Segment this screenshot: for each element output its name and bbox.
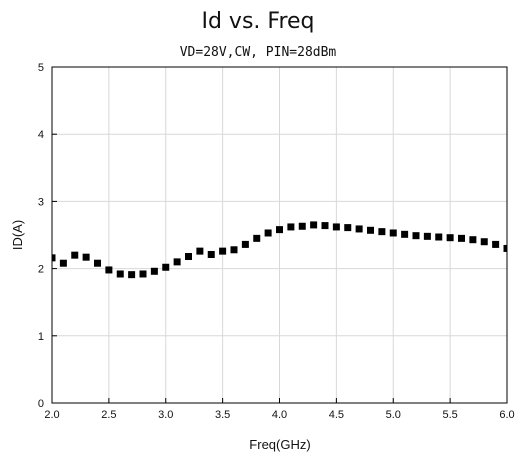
data-point <box>310 221 318 229</box>
x-tick-label: 4.0 <box>272 409 287 421</box>
y-tick-label: 1 <box>38 331 44 343</box>
data-point <box>82 253 90 261</box>
y-axis-label: ID(A) <box>10 220 25 250</box>
data-point <box>332 223 340 231</box>
chart-subtitle: VD=28V,CW, PIN=28dBm <box>180 45 337 60</box>
data-point <box>367 226 374 234</box>
data-point <box>128 271 136 279</box>
grid-lines <box>51 66 508 404</box>
data-point <box>298 222 306 230</box>
data-point <box>412 232 420 240</box>
data-point <box>230 246 238 254</box>
data-point <box>162 263 170 271</box>
data-point <box>105 266 113 274</box>
data-point <box>480 238 488 246</box>
plot-frame <box>51 66 508 404</box>
x-tick-label: 5.5 <box>442 409 457 421</box>
data-point <box>71 251 79 259</box>
data-point <box>435 233 443 241</box>
y-tick-label: 4 <box>38 129 44 141</box>
data-point <box>94 259 101 267</box>
data-point <box>139 270 147 278</box>
data-point <box>355 225 363 233</box>
data-point <box>378 228 386 236</box>
data-point <box>241 240 249 248</box>
data-point <box>276 226 283 234</box>
data-point <box>446 234 454 242</box>
data-point <box>52 254 56 262</box>
y-tick-label: 2 <box>38 264 44 276</box>
x-axis-label: Freq(GHz) <box>249 437 310 452</box>
data-point <box>253 234 261 242</box>
data-point <box>344 224 352 232</box>
data-point <box>469 236 477 244</box>
x-tick-label: 2.0 <box>44 409 59 421</box>
y-tick-label: 3 <box>38 196 44 208</box>
x-tick-label: 4.5 <box>329 409 344 421</box>
chart-title: Id vs. Freq <box>201 9 314 34</box>
tick-labels: 2.0 2.5 3.0 3.5 4.0 4.5 5.0 5.5 6.0 0 1 2 3 4 5 <box>38 62 515 421</box>
data-point <box>150 267 158 275</box>
data-point <box>503 244 507 252</box>
data-point <box>116 270 124 278</box>
y-tick-label: 0 <box>38 398 44 410</box>
data-point <box>207 250 215 258</box>
data-point <box>401 230 409 238</box>
x-tick-label: 3.0 <box>158 409 173 421</box>
data-point <box>264 229 272 237</box>
y-tick-label: 5 <box>38 62 44 74</box>
data-point <box>185 253 192 261</box>
x-tick-label: 3.5 <box>215 409 230 421</box>
data-point <box>59 259 67 267</box>
data-point <box>423 232 431 240</box>
data-point <box>287 223 295 231</box>
data-point <box>458 234 465 242</box>
data-series <box>52 221 507 279</box>
data-point <box>389 229 397 237</box>
data-point <box>173 258 181 266</box>
data-point <box>219 247 227 255</box>
x-tick-label: 2.5 <box>101 409 116 421</box>
x-tick-label: 5.0 <box>386 409 401 421</box>
x-tick-label: 6.0 <box>499 409 514 421</box>
series-markers <box>52 221 507 279</box>
data-point <box>321 222 329 230</box>
data-point <box>196 247 204 255</box>
data-point <box>492 240 500 248</box>
